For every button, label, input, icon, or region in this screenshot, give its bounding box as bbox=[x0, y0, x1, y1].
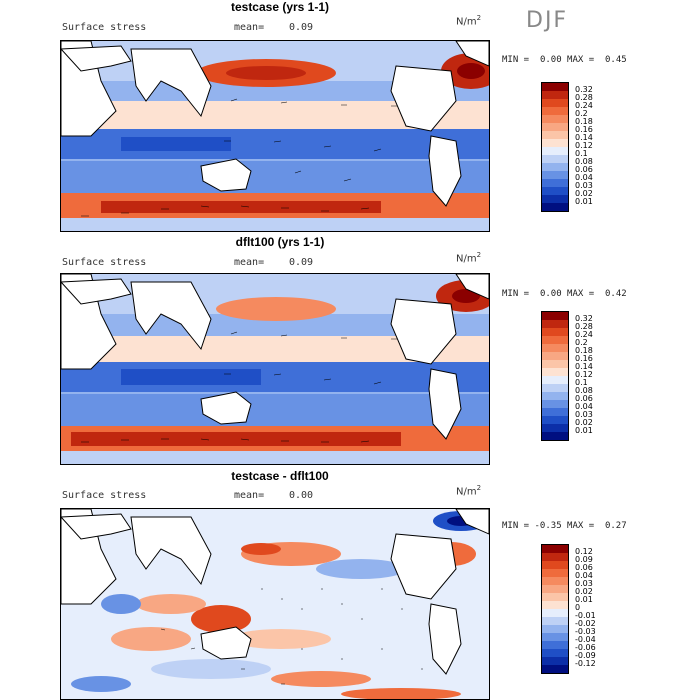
panel-1-legend-tick: 0.28 bbox=[575, 93, 593, 102]
panel-3-field-svg bbox=[61, 509, 489, 699]
panel-3-legend-tick: 0 bbox=[575, 603, 581, 612]
panel-1-legend-tick: 0.08 bbox=[575, 157, 593, 166]
panel-2-legend-tick: 0.06 bbox=[575, 394, 593, 403]
panel-1-field-svg bbox=[61, 41, 489, 231]
panel-3-legend-tick: -0.02 bbox=[575, 619, 596, 628]
panel-2-legend-tick: 0.03 bbox=[575, 410, 593, 419]
season-label: DJF bbox=[526, 8, 569, 33]
panel-2-map bbox=[60, 273, 490, 465]
panel-3-legend-tick: 0.01 bbox=[575, 595, 593, 604]
panel-3-legend-tick: 0.09 bbox=[575, 555, 593, 564]
panel-2-legend-tick: 0.24 bbox=[575, 330, 593, 339]
panel-1-legend-tick: 0.06 bbox=[575, 165, 593, 174]
panel-1-legend-tick: 0.24 bbox=[575, 101, 593, 110]
panel-1-legend-tick: 0.04 bbox=[575, 173, 593, 182]
panel-1-field-label: Surface stress bbox=[62, 22, 147, 33]
panel-2-legend-tick: 0.2 bbox=[575, 338, 588, 347]
panel-1-legend-tick: 0.18 bbox=[575, 117, 593, 126]
panel-1-legend-tick: 0.12 bbox=[575, 141, 593, 150]
panel-2-legend-tick: 0.12 bbox=[575, 370, 593, 379]
panel-3-legend-tick: -0.09 bbox=[575, 651, 596, 660]
panel-3-mean-label: mean= bbox=[234, 490, 265, 501]
panel-2-legend-tick: 0.14 bbox=[575, 362, 593, 371]
panel-3-title: testcase - dflt100 bbox=[231, 469, 329, 483]
panel-2-colorbar bbox=[541, 311, 569, 441]
panel-2-mean-label: mean= bbox=[234, 257, 265, 268]
panel-2-title: dflt100 (yrs 1-1) bbox=[235, 235, 325, 249]
panel-1-map bbox=[60, 40, 490, 232]
panel-3-legend-tick: -0.04 bbox=[575, 635, 596, 644]
panel-1-minmax: MIN = 0.00 MAX = 0.45 bbox=[502, 55, 627, 65]
panel-1-title: testcase (yrs 1-1) bbox=[230, 0, 330, 14]
panel-1-legend-tick: 0.03 bbox=[575, 181, 593, 190]
panel-3-legend-tick: 0.02 bbox=[575, 587, 593, 596]
panel-2-units: N/m2 bbox=[456, 251, 482, 265]
panel-2-field-svg bbox=[61, 274, 489, 464]
panel-1-legend-tick: 0.02 bbox=[575, 189, 593, 198]
panel-3-mean-value: 0.00 bbox=[289, 490, 314, 501]
panel-2-legend-tick: 0.28 bbox=[575, 322, 593, 331]
panel-2-field-label: Surface stress bbox=[62, 257, 147, 268]
panel-2-legend-tick: 0.08 bbox=[575, 386, 593, 395]
panel-3-legend-tick: 0.04 bbox=[575, 571, 593, 580]
panel-3-legend-tick: 0.06 bbox=[575, 563, 593, 572]
panel-3-legend-tick: 0.03 bbox=[575, 579, 593, 588]
panel-1-legend-tick: 0.32 bbox=[575, 85, 593, 94]
panel-2-legend-tick: 0.04 bbox=[575, 402, 593, 411]
panel-2-legend-tick: 0.16 bbox=[575, 354, 593, 363]
panel-1-mean-label: mean= bbox=[234, 22, 265, 33]
panel-3-minmax: MIN = -0.35 MAX = 0.27 bbox=[502, 521, 627, 531]
panel-1-legend-tick: 0.1 bbox=[575, 149, 588, 158]
panel-3-legend-tick: -0.06 bbox=[575, 643, 596, 652]
panel-2-legend-tick: 0.32 bbox=[575, 314, 593, 323]
panel-1-legend-tick: 0.16 bbox=[575, 125, 593, 134]
panel-3-legend-tick: 0.12 bbox=[575, 547, 593, 556]
panel-1-legend-tick: 0.14 bbox=[575, 133, 593, 142]
panel-2-mean-value: 0.09 bbox=[289, 257, 314, 268]
panel-2-legend-tick: 0.01 bbox=[575, 426, 593, 435]
panel-2-legend-tick: 0.02 bbox=[575, 418, 593, 427]
panel-2-minmax: MIN = 0.00 MAX = 0.42 bbox=[502, 289, 627, 299]
panel-3-units: N/m2 bbox=[456, 484, 482, 498]
panel-1-legend-tick: 0.2 bbox=[575, 109, 588, 118]
panel-1-legend-tick: 0.01 bbox=[575, 197, 593, 206]
panel-3-map bbox=[60, 508, 490, 700]
panel-2-legend-tick: 0.18 bbox=[575, 346, 593, 355]
panel-3-colorbar bbox=[541, 544, 569, 674]
panel-1-colorbar bbox=[541, 82, 569, 212]
panel-3-legend-tick: -0.03 bbox=[575, 627, 596, 636]
panel-1-mean-value: 0.09 bbox=[289, 22, 314, 33]
panel-1-units: N/m2 bbox=[456, 14, 482, 28]
panel-3-legend-tick: -0.01 bbox=[575, 611, 596, 620]
panel-3-field-label: Surface stress bbox=[62, 490, 147, 501]
panel-2-legend-tick: 0.1 bbox=[575, 378, 588, 387]
panel-3-legend-tick: -0.12 bbox=[575, 659, 596, 668]
